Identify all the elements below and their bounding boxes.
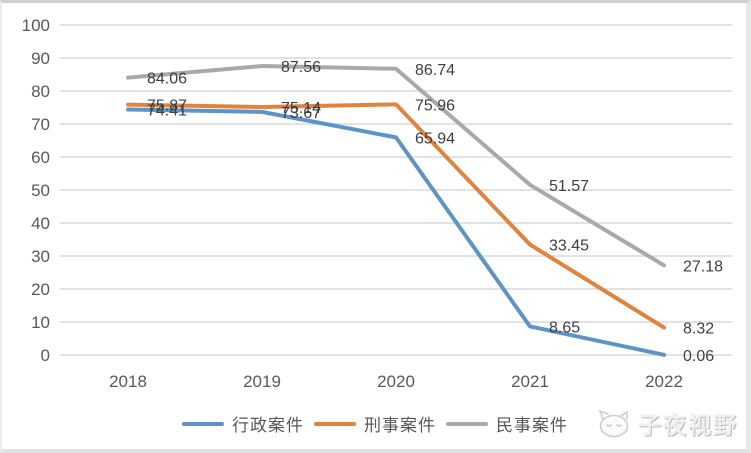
data-label-s2-2019: 87.56: [281, 59, 321, 76]
data-label-s1-2019: 75.14: [281, 100, 321, 117]
data-label-s2-2020: 86.74: [415, 62, 455, 79]
x-tick-label: 2018: [109, 372, 147, 391]
line-chart: 0 10 20 30 40 50 60 70 80 90 100 2018 2019 2020 2021 20…: [22, 16, 732, 391]
y-tick-label: 10: [31, 313, 50, 332]
legend-swatch-orange-icon: [314, 421, 356, 426]
cat-face-icon: [598, 409, 629, 438]
y-tick-label: 80: [31, 82, 50, 101]
data-label-s1-2022: 8.32: [683, 321, 714, 338]
data-label-s1-2018: 75.87: [147, 98, 187, 115]
legend-swatch-gray-icon: [446, 421, 488, 426]
series-line-1: [126, 102, 666, 330]
data-label-s0-2019: 73.67: [281, 105, 321, 122]
x-tick-label: 2020: [377, 372, 415, 391]
legend-label: 民事案件: [496, 416, 568, 435]
legend-item-xingzheng: 行政案件: [182, 411, 304, 436]
chart-legend: 行政案件 刑事案件 民事案件: [2, 411, 746, 436]
data-label-s2-2018: 84.06: [147, 71, 187, 88]
data-label-s1-2021: 33.45: [549, 238, 589, 255]
x-tick-label: 2019: [243, 372, 281, 391]
data-label-s0-2022: 0.06: [683, 348, 714, 365]
legend-item-minshi: 民事案件: [446, 411, 568, 436]
watermark-text: 子夜视野: [638, 412, 738, 438]
data-label-s2-2022: 27.18: [683, 258, 723, 275]
data-label-s1-2020: 75.96: [415, 97, 455, 114]
y-tick-label: 100: [22, 16, 50, 35]
y-tick-label: 50: [31, 181, 50, 200]
data-label-s2-2021: 51.57: [549, 178, 589, 195]
y-tick-label: 70: [31, 115, 50, 134]
series-line-0: [126, 107, 666, 357]
series-line-2: [126, 64, 666, 268]
legend-item-xingshi: 刑事案件: [314, 411, 436, 436]
y-tick-label: 90: [31, 49, 50, 68]
y-tick-label: 30: [31, 247, 50, 266]
y-tick-label: 60: [31, 148, 50, 167]
legend-label: 刑事案件: [364, 416, 436, 435]
x-tick-label: 2022: [645, 372, 683, 391]
y-tick-label: 40: [31, 214, 50, 233]
data-label-s0-2021: 8.65: [549, 319, 580, 336]
y-tick-label: 20: [31, 280, 50, 299]
legend-swatch-blue-icon: [182, 421, 224, 426]
watermark: 子夜视野: [597, 405, 738, 441]
data-label-s0-2018: 74.41: [147, 102, 187, 119]
legend-label: 行政案件: [232, 416, 304, 435]
data-label-s0-2020: 65.94: [415, 130, 455, 147]
y-tick-label: 0: [41, 346, 50, 365]
x-tick-label: 2021: [511, 372, 549, 391]
